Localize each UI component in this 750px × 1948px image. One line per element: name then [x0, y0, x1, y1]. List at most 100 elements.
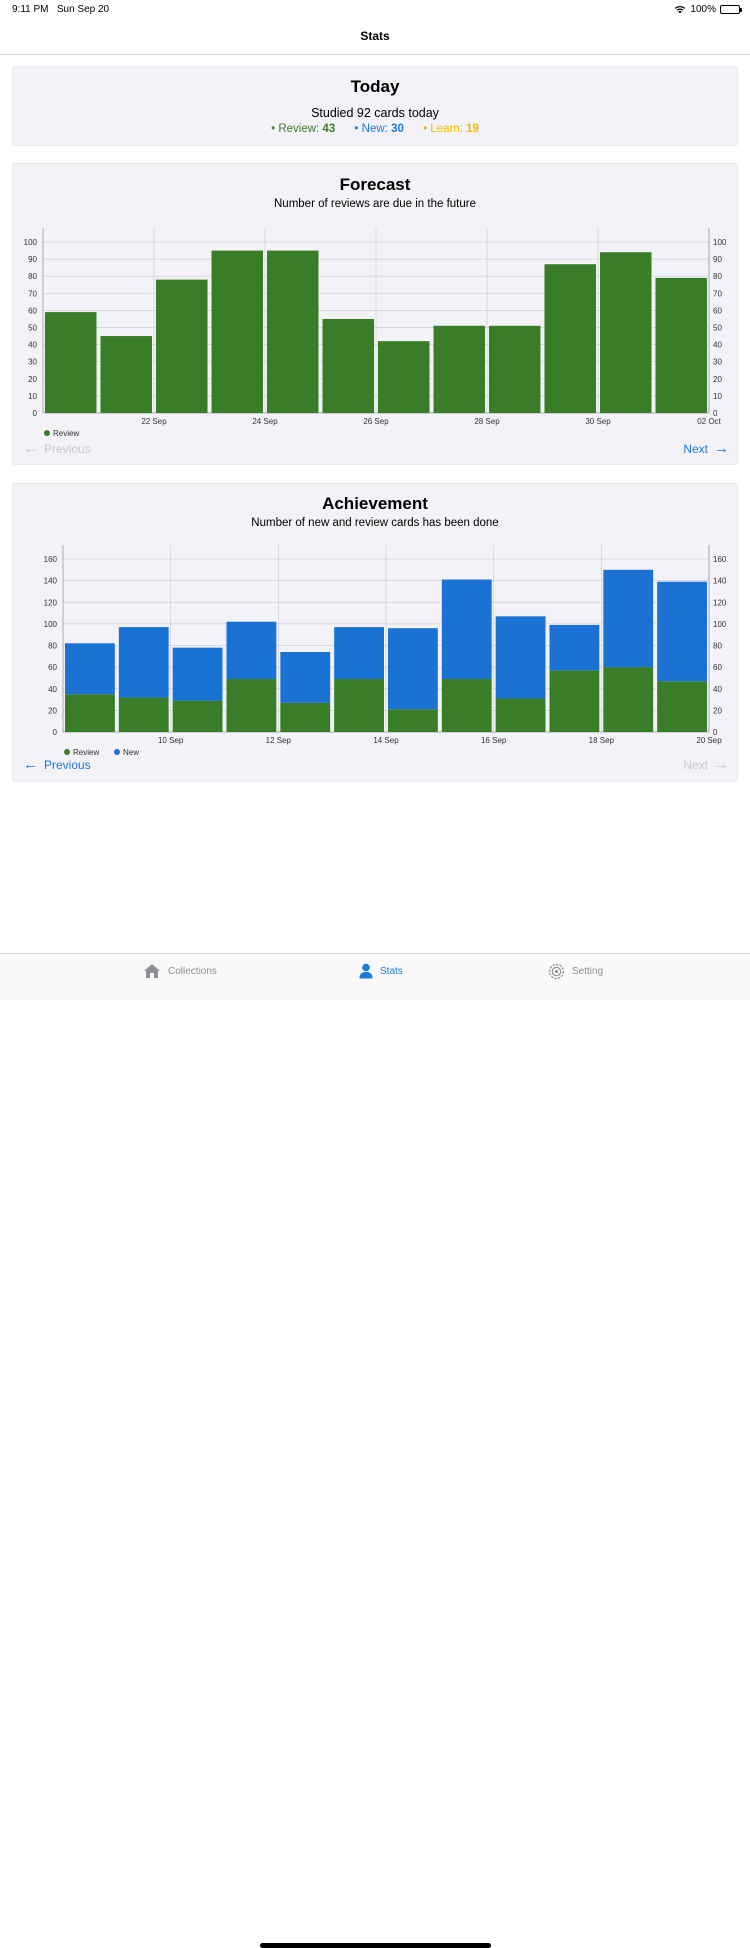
achievement-subtitle: Number of new and review cards has been … — [251, 517, 499, 529]
review-dot-icon: • — [271, 123, 276, 135]
forecast-bar-review — [378, 341, 430, 413]
learn-count-label: Learn: — [430, 123, 463, 135]
achievement-ytick-left: 140 — [44, 577, 58, 586]
forecast-ytick-left: 10 — [28, 392, 37, 401]
new-dot-icon: • — [354, 123, 359, 135]
achievement-bar-new — [334, 627, 384, 680]
forecast-bar-review — [544, 264, 596, 413]
achievement-ytick-right: 40 — [713, 685, 722, 694]
arrow-left-icon: ← — [23, 756, 38, 773]
achievement-bar-review — [549, 670, 600, 732]
tab-bar: Collections Stats Setting — [0, 953, 750, 1948]
forecast-xtick-label: 24 Sep — [252, 417, 278, 426]
forecast-ytick-left: 40 — [28, 341, 37, 350]
achievement-ytick-left: 20 — [48, 706, 57, 715]
forecast-bar-review — [489, 325, 541, 413]
achievement-ytick-right: 160 — [713, 555, 727, 564]
tab-setting-label: Setting — [572, 966, 604, 977]
achievement-bar-new — [226, 621, 277, 680]
house-icon — [144, 964, 160, 978]
achievement-title: Achievement — [322, 494, 428, 513]
new-count: • New: 30 — [354, 123, 407, 135]
forecast-legend-dot-review — [44, 430, 50, 436]
achievement-ytick-left: 80 — [48, 642, 57, 651]
achievement-ytick-right: 140 — [713, 577, 727, 586]
forecast-card: Forecast Number of reviews are due in th… — [12, 163, 738, 465]
page-title: Stats — [360, 29, 390, 43]
achievement-xtick-label: 14 Sep — [373, 736, 399, 745]
achievement-ytick-left: 160 — [44, 555, 58, 564]
achievement-bar-review — [280, 702, 331, 732]
forecast-next-label: Next — [683, 442, 708, 456]
achievement-bar-new — [657, 581, 707, 682]
forecast-ytick-left: 70 — [28, 289, 37, 298]
tab-stats[interactable]: Stats — [359, 963, 403, 979]
achievement-xtick-label: 16 Sep — [481, 736, 507, 745]
forecast-bar-review — [156, 279, 208, 413]
achievement-bar-new — [495, 616, 546, 699]
achievement-xtick-label: 18 Sep — [589, 736, 615, 745]
achievement-pager: ← Previous Next → — [13, 756, 739, 778]
status-right: 100% — [674, 4, 742, 15]
forecast-previous-button[interactable]: ← Previous — [23, 441, 91, 456]
achievement-ytick-left: 100 — [44, 620, 58, 629]
studied-text: Studied 92 cards today — [311, 106, 439, 120]
person-icon — [359, 963, 373, 979]
tab-setting[interactable]: Setting — [548, 963, 603, 980]
achievement-previous-button[interactable]: ← Previous — [23, 756, 91, 773]
achievement-ytick-right: 20 — [713, 706, 722, 715]
forecast-ytick-right: 40 — [713, 341, 722, 350]
forecast-ytick-left: 90 — [28, 255, 37, 264]
achievement-bar-review — [495, 698, 546, 732]
achievement-bar-new — [549, 624, 600, 671]
navigation-bar: Stats — [0, 20, 750, 55]
achievement-ytick-left: 40 — [48, 685, 57, 694]
forecast-bar-review — [211, 250, 263, 413]
achievement-xtick-label: 12 Sep — [266, 736, 292, 745]
forecast-xtick-label: 22 Sep — [141, 417, 167, 426]
forecast-xtick-label: 02 Oct — [697, 417, 721, 426]
achievement-xtick-label: 10 Sep — [158, 736, 184, 745]
forecast-previous-label: Previous — [44, 442, 91, 456]
forecast-subtitle: Number of reviews are due in the future — [274, 198, 476, 210]
forecast-next-button[interactable]: Next → — [683, 440, 729, 457]
achievement-card: Achievement Number of new and review car… — [12, 483, 738, 782]
review-count: • Review: 43 — [271, 123, 338, 135]
forecast-ytick-right: 90 — [713, 255, 722, 264]
tab-collections-label: Collections — [168, 965, 217, 977]
gear-icon — [548, 963, 565, 980]
forecast-ytick-left: 20 — [28, 375, 37, 384]
achievement-bar-new — [172, 647, 223, 701]
forecast-ytick-right: 60 — [713, 306, 722, 315]
achievement-bar-review — [388, 709, 438, 732]
achievement-bar-new — [388, 628, 438, 710]
forecast-bar-review — [100, 336, 152, 413]
achievement-previous-label: Previous — [44, 758, 91, 772]
achievement-chart: 0 0 20 20 40 40 60 60 80 80 100 100 120 120 140 140 160 1… — [44, 545, 727, 757]
achievement-legend-dot-new — [114, 749, 120, 755]
forecast-ytick-right: 80 — [713, 272, 722, 281]
forecast-pager: ← Previous Next → — [13, 440, 739, 462]
arrow-right-icon: → — [714, 440, 729, 457]
forecast-bar-review — [655, 277, 707, 413]
achievement-ytick-left: 0 — [53, 728, 58, 737]
tab-collections[interactable]: Collections — [143, 963, 217, 979]
forecast-ytick-right: 20 — [713, 375, 722, 384]
forecast-chart: 0 0 10 10 20 20 30 30 40 40 50 50 60 60 70 70 80 80 90 90 10… — [24, 228, 727, 438]
achievement-bar-review — [226, 679, 277, 732]
achievement-ytick-right: 60 — [713, 663, 722, 672]
achievement-ytick-left: 120 — [44, 598, 58, 607]
forecast-ytick-left: 0 — [33, 409, 38, 418]
achievement-legend-dot-review — [64, 749, 70, 755]
review-count-label: Review: — [278, 123, 320, 135]
today-counts: • Review: 43 • New: 30 • Learn: 19 — [13, 123, 737, 135]
forecast-bar-review — [433, 325, 485, 413]
battery-percent: 100% — [690, 4, 716, 15]
achievement-next-button[interactable]: Next → — [683, 757, 729, 772]
forecast-xtick-label: 30 Sep — [585, 417, 611, 426]
achievement-bar-new — [118, 627, 169, 698]
achievement-bar-review — [65, 694, 115, 732]
tab-stats-label: Stats — [380, 965, 403, 977]
achievement-next-label: Next — [683, 758, 708, 772]
achievement-bar-review — [441, 679, 492, 732]
